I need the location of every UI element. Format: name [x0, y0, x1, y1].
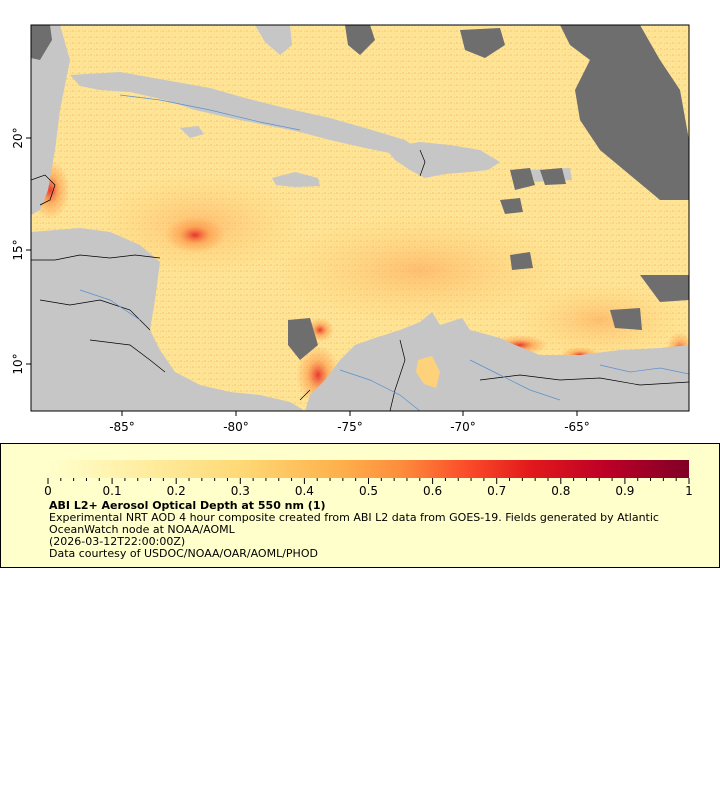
legend-text: ABI L2+ Aerosol Optical Depth at 550 nm …: [49, 500, 699, 560]
colorbar-tick-label: 0.6: [423, 484, 442, 498]
legend-title: ABI L2+ Aerosol Optical Depth at 550 nm …: [49, 499, 326, 512]
land-florida-bahamas: [255, 25, 292, 55]
lon-tick-label: -65°: [564, 420, 590, 434]
colorbar-tick-label: 1: [685, 484, 693, 498]
map-frame-content: [31, 25, 689, 411]
lat-tick-label: 10°: [11, 353, 25, 374]
colorbar-tick-label: 0.4: [295, 484, 314, 498]
legend-description: Experimental NRT AOD 4 hour composite cr…: [49, 511, 659, 536]
lon-tick-label: -75°: [337, 420, 363, 434]
colorbar-tick-label: 0.2: [167, 484, 186, 498]
land-isla-juventud: [180, 126, 204, 138]
colorbar: 0 0.1 0.2 0.3 0.4 0.5 0.6 0.7 0.8 0.9 1: [44, 460, 693, 498]
lat-tick-label: 15°: [11, 239, 25, 260]
colorbar-tick-label: 0.3: [231, 484, 250, 498]
colorbar-tick-label: 0.7: [487, 484, 506, 498]
lon-tick-label: -80°: [223, 420, 249, 434]
land-cuba: [70, 72, 420, 155]
land-hispaniola: [385, 142, 500, 178]
aod-warm-zone: [510, 280, 689, 360]
colorbar-tick-label: 0: [44, 484, 52, 498]
country-borders: [31, 149, 689, 411]
map-ticks: [26, 137, 578, 416]
map-frame: [30, 24, 690, 412]
legend-credit: Data courtesy of USDOC/NOAA/OAR/AOML/PHO…: [49, 547, 318, 560]
colorbar-tick-label: 0.5: [359, 484, 378, 498]
colorbar-gradient: [48, 460, 689, 478]
legend-timestamp: (2026-03-12T22:00:00Z): [49, 535, 186, 548]
land-central-america-south: [31, 228, 305, 411]
aod-warm-zone: [260, 210, 580, 330]
colorbar-tick-label: 0.9: [615, 484, 634, 498]
colorbar-tick-label: 0.1: [103, 484, 122, 498]
lat-tick-label: 20°: [11, 127, 25, 148]
land-central-america: [31, 25, 70, 215]
lon-tick-label: -85°: [109, 420, 135, 434]
land-jamaica: [272, 172, 320, 187]
cloud-mask: [31, 25, 689, 360]
legend-panel: 0 0.1 0.2 0.3 0.4 0.5 0.6 0.7 0.8 0.9 1 ABI L2+ Ae…: [0, 443, 720, 568]
rivers: [79, 94, 689, 411]
land-south-america: [305, 312, 689, 411]
lon-tick-label: -70°: [450, 420, 476, 434]
aod-map: -85° -80° -75° -70° -65° 10° 15° 20°: [11, 24, 690, 434]
colorbar-tick-label: 0.8: [551, 484, 570, 498]
lake-maracaibo: [416, 356, 440, 388]
aod-hotspot: [165, 217, 225, 253]
